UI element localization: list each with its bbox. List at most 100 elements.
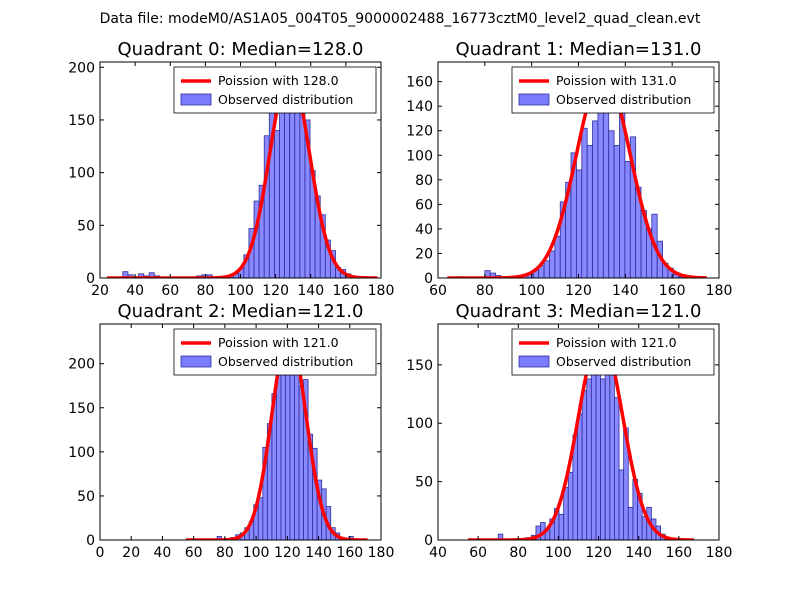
plot-area <box>106 70 379 278</box>
y-tick-label: 160 <box>406 75 433 91</box>
histogram-bar <box>273 130 280 278</box>
y-tick-label: 50 <box>77 489 95 505</box>
histogram-bar <box>567 471 574 540</box>
subplot-quadrant-3: 40 60 80 100 120 140 160 180 0 50 100 150 Quadrant 3… <box>406 301 732 561</box>
histogram-bar <box>627 506 634 540</box>
x-tick-label: 0 <box>96 545 105 561</box>
histogram-bar <box>289 87 296 278</box>
y-tick-label: 150 <box>68 113 95 129</box>
y-tick-label: 100 <box>68 445 95 461</box>
legend-label-observed: Observed distribution <box>218 354 353 369</box>
x-tick-label: 80 <box>476 283 494 299</box>
x-tick-label: 80 <box>509 545 527 561</box>
y-tick-label: 100 <box>68 166 95 182</box>
x-tick-label: 160 <box>333 283 360 299</box>
legend: Poission with 121.0 Observed distribution <box>173 328 377 376</box>
x-tick-label: 180 <box>368 283 395 299</box>
subplot-title: Quadrant 2: Median=121.0 <box>118 301 364 322</box>
y-tick-label: 0 <box>86 533 95 549</box>
y-tick-label: 100 <box>406 416 433 432</box>
histogram-bar <box>581 390 588 540</box>
histogram-bar <box>586 145 593 278</box>
histogram-bar <box>600 378 606 540</box>
legend-label-observed: Observed distribution <box>218 92 353 107</box>
y-tick-label: 0 <box>424 533 433 549</box>
x-tick-label: 120 <box>565 283 592 299</box>
x-tick-label: 120 <box>585 545 612 561</box>
histogram-bar <box>294 350 300 540</box>
legend-label-observed: Observed distribution <box>556 354 691 369</box>
histogram-bar <box>581 127 588 278</box>
x-tick-label: 120 <box>262 283 289 299</box>
histogram-bar <box>257 497 264 540</box>
legend-label-fit: Poission with 121.0 <box>556 335 677 350</box>
legend: Poission with 128.0 Observed distribution <box>173 66 377 114</box>
y-tick-label: 20 <box>415 246 433 262</box>
legend-bar-swatch <box>180 355 212 368</box>
x-tick-label: 120 <box>274 545 301 561</box>
subplot-quadrant-1: 60 80 100 120 140 160 180 0 20 40 60 80 100 120 140 160… <box>406 39 732 299</box>
x-tick-label: 180 <box>706 283 733 299</box>
y-tick-label: 0 <box>424 271 433 287</box>
legend: Poission with 121.0 Observed distribution <box>511 328 715 376</box>
axes-frame <box>99 323 382 541</box>
x-tick-label: 160 <box>665 545 692 561</box>
histogram-bar <box>641 516 648 540</box>
y-tick-label: 140 <box>406 99 433 115</box>
legend-bar-swatch <box>180 93 212 106</box>
histogram-bar <box>280 352 286 540</box>
x-tick-label: 60 <box>185 545 203 561</box>
legend-label-fit: Poission with 121.0 <box>218 335 339 350</box>
histogram-bar <box>595 352 601 540</box>
histogram-bar <box>624 161 631 278</box>
subplot-title: Quadrant 1: Median=131.0 <box>456 39 702 60</box>
x-tick-label: 40 <box>154 545 172 561</box>
x-tick-label: 140 <box>297 283 324 299</box>
legend-label-fit: Poission with 131.0 <box>556 73 677 88</box>
histogram-bar <box>577 413 583 540</box>
histogram-bar <box>554 235 561 278</box>
subplot-title: Quadrant 3: Median=121.0 <box>456 301 702 322</box>
y-tick-label: 60 <box>415 197 433 213</box>
x-tick-label: 60 <box>161 283 179 299</box>
axes-frame <box>437 323 720 541</box>
histogram-bar <box>609 373 615 540</box>
histogram-bar <box>549 250 556 278</box>
y-tick-label: 150 <box>406 358 433 374</box>
x-tick-label: 80 <box>216 545 234 561</box>
x-tick-label: 20 <box>122 545 140 561</box>
histogram-bar <box>590 370 597 540</box>
plot-area <box>184 332 369 540</box>
x-tick-label: 40 <box>126 283 144 299</box>
histogram-bar <box>543 260 550 278</box>
histogram-bar <box>285 373 291 540</box>
y-tick-label: 100 <box>406 148 433 164</box>
subplot-grid: 20 40 60 80 100 120 140 160 180050100150200Quadr… <box>68 39 732 561</box>
y-tick-label: 50 <box>415 475 433 491</box>
histogram-bar <box>276 365 282 540</box>
legend-label-fit: Poission with 128.0 <box>218 73 339 88</box>
histogram-bar <box>558 513 565 540</box>
x-tick-label: 20 <box>91 283 109 299</box>
x-tick-label: 60 <box>469 545 487 561</box>
subplot-quadrant-0: 20 40 60 80 100 120 140 160 180 0 50 100 150 200 Quadr… <box>68 39 394 299</box>
x-tick-label: 80 <box>196 283 214 299</box>
legend-label-observed: Observed distribution <box>556 92 691 107</box>
x-tick-label: 160 <box>659 283 686 299</box>
x-tick-label: 140 <box>305 545 332 561</box>
figure-title: Data file: modeM0/AS1A05_004T05_90000024… <box>100 11 701 27</box>
x-tick-label: 100 <box>545 545 572 561</box>
histogram-bar <box>592 120 599 278</box>
subplot-title: Quadrant 0: Median=128.0 <box>118 39 364 60</box>
y-tick-label: 40 <box>415 222 433 238</box>
legend-bar-swatch <box>518 93 550 106</box>
legend: Poission with 131.0 Observed distribution <box>511 66 715 114</box>
y-tick-label: 80 <box>415 173 433 189</box>
x-tick-label: 100 <box>243 545 270 561</box>
y-tick-label: 50 <box>77 218 95 234</box>
histogram-bar <box>618 469 625 540</box>
histogram-bar <box>148 272 155 278</box>
histogram-bar <box>586 378 592 540</box>
y-tick-label: 120 <box>406 124 433 140</box>
histogram-bar <box>608 130 615 278</box>
